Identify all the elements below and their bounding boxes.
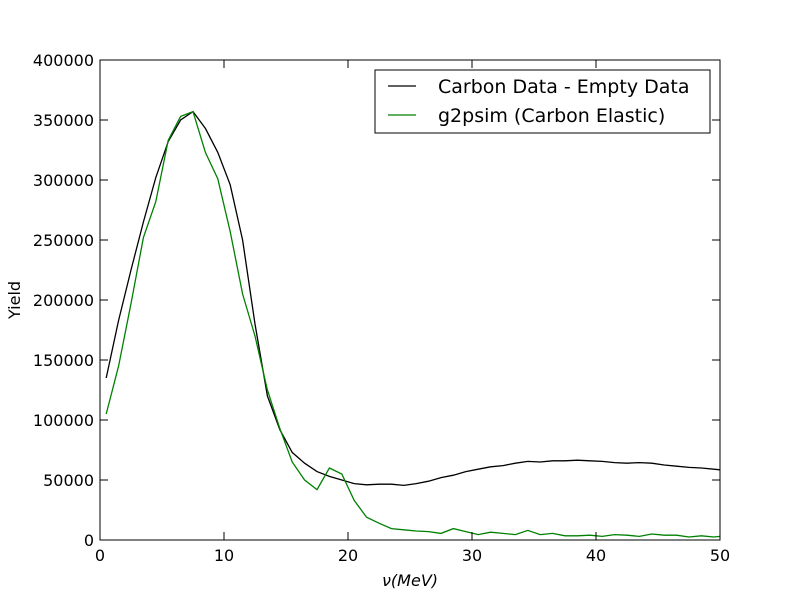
- y-tick-label: 400000: [33, 51, 94, 70]
- y-axis-label: Yield: [5, 281, 24, 320]
- x-tick-label: 0: [95, 546, 105, 565]
- legend-label-g2psim: g2psim (Carbon Elastic): [438, 105, 665, 127]
- legend: Carbon Data - Empty Data g2psim (Carbon …: [374, 69, 711, 134]
- x-tick-label: 10: [214, 546, 234, 565]
- legend-box: [374, 69, 711, 134]
- series-line-1: [105, 110, 721, 538]
- y-tick-label: 200000: [33, 291, 94, 310]
- legend-label-carbon-data: Carbon Data - Empty Data: [438, 76, 689, 98]
- series-line-0: [105, 110, 721, 487]
- x-tick-label: 40: [586, 546, 606, 565]
- x-tick-label: 20: [338, 546, 358, 565]
- y-tick-label: 300000: [33, 171, 94, 190]
- y-tick-label: 50000: [43, 471, 94, 490]
- x-tick-label: 30: [462, 546, 482, 565]
- y-tick-label: 350000: [33, 111, 94, 130]
- x-tick-label: 50: [710, 546, 730, 565]
- plot-lines: [105, 110, 721, 538]
- x-axis-label: ν(MeV): [382, 571, 438, 590]
- y-tick-label: 0: [84, 531, 94, 550]
- y-tick-label: 150000: [33, 351, 94, 370]
- y-tick-label: 250000: [33, 231, 94, 250]
- axis-tick-labels: 0 10 20 30 40 50 0 50000 100000 150000 200000 25000…: [33, 51, 730, 565]
- y-tick-label: 100000: [33, 411, 94, 430]
- plot-frame: [99, 59, 721, 541]
